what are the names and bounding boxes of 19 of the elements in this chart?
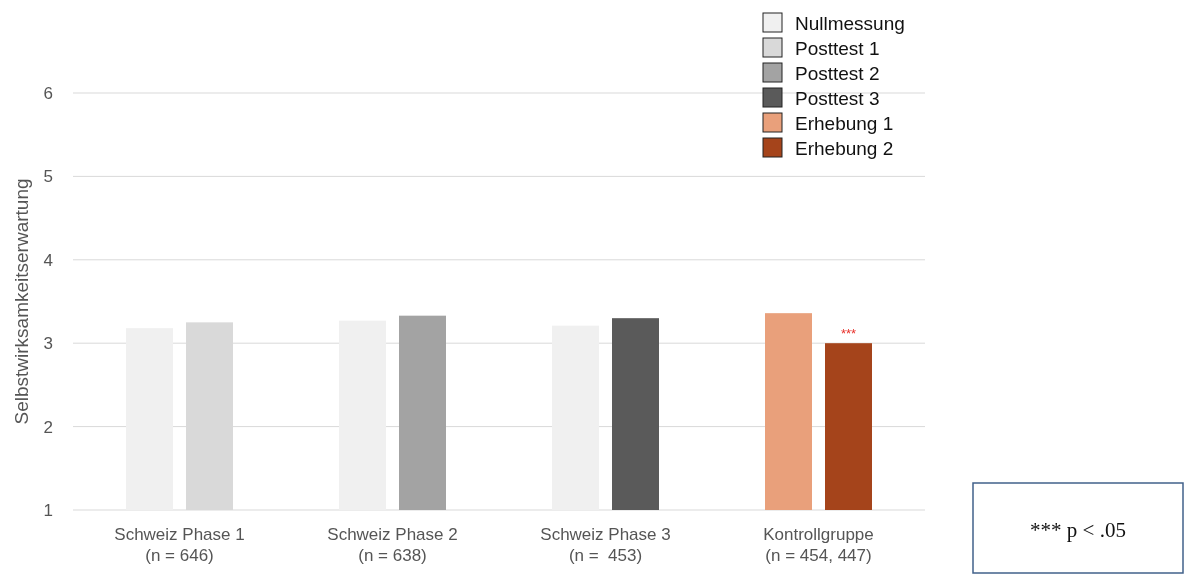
y-tick-label: 6	[43, 83, 53, 103]
x-tick-label: Schweiz Phase 1 (n = 646)	[114, 525, 245, 565]
y-tick-label: 5	[43, 167, 53, 187]
legend-label: Posttest 2	[795, 62, 880, 84]
legend-label: Erhebung 1	[795, 112, 894, 134]
y-tick-label: 3	[43, 334, 53, 354]
y-tick-label: 1	[43, 500, 53, 520]
legend-label: Nullmessung	[795, 12, 905, 34]
y-tick-label: 2	[43, 417, 53, 437]
legend-label: Posttest 1	[795, 37, 880, 59]
y-tick-label: 4	[43, 250, 53, 270]
legend-label: Erhebung 2	[795, 137, 894, 159]
x-tick-label: Kontrollgruppe (n = 454, 447)	[763, 525, 874, 565]
text: *** p < .05	[1030, 518, 1126, 543]
annotation: ***	[840, 326, 857, 342]
legend-label: Posttest 3	[795, 87, 880, 109]
x-tick-label: Schweiz Phase 2 (n = 638)	[327, 525, 458, 565]
x-tick-label: Schweiz Phase 3 (n = 453)	[540, 525, 671, 565]
y-axis-title: Selbstwirksamkeitserwartung	[11, 178, 32, 425]
